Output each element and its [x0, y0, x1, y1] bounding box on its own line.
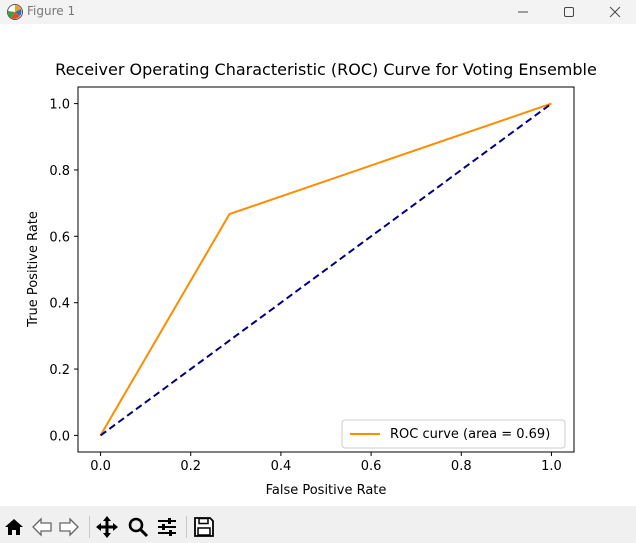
x-tick-label: 0.6 [361, 459, 382, 474]
y-tick-label: 1.0 [49, 98, 70, 113]
save-icon [194, 517, 214, 537]
roc-curve-line [99, 102, 552, 436]
legend-roc-label: ROC curve (area = 0.69) [390, 427, 550, 442]
y-tick-label: 0.0 [49, 429, 70, 444]
back-button[interactable] [30, 515, 54, 539]
forward-button[interactable] [57, 515, 81, 539]
home-button[interactable] [2, 515, 26, 539]
x-tick-label: 0.2 [180, 459, 201, 474]
y-tick-label: 0.6 [49, 230, 70, 245]
zoom-icon [128, 517, 149, 538]
close-button[interactable] [592, 0, 636, 24]
configure-subplots-icon [158, 518, 176, 536]
legend-box [341, 419, 566, 449]
y-tick-label: 0.8 [49, 164, 70, 179]
legend: ROC curve (area = 0.69) [341, 419, 566, 449]
back-arrow-icon [32, 517, 52, 537]
figure-canvas: Receiver Operating Characteristic (ROC) … [0, 24, 636, 506]
pan-button[interactable] [95, 515, 119, 539]
roc-chart: Receiver Operating Characteristic (ROC) … [26, 60, 597, 498]
y-axis-label: True Positive Rate [26, 211, 41, 328]
minimize-icon [518, 11, 528, 13]
save-button[interactable] [192, 515, 216, 539]
chance-diagonal-line [99, 102, 553, 437]
x-axis-label: False Positive Rate [266, 483, 387, 498]
toolbar-separator [89, 516, 90, 538]
chart-title: Receiver Operating Characteristic (ROC) … [55, 60, 597, 79]
x-tick-label: 0.4 [271, 459, 292, 474]
y-tick-label: 0.4 [49, 297, 70, 312]
close-icon [609, 6, 621, 18]
window-title: Figure 1 [27, 4, 76, 18]
configure-subplots-button[interactable] [155, 515, 179, 539]
home-icon [5, 519, 23, 535]
minimize-button[interactable] [500, 0, 546, 24]
navigation-toolbar [0, 506, 636, 543]
zoom-button[interactable] [126, 515, 150, 539]
x-tick-label: 1.0 [541, 459, 562, 474]
title-bar: Figure 1 [0, 0, 636, 24]
x-tick-label: 0.8 [451, 459, 472, 474]
maximize-button[interactable] [546, 0, 592, 24]
y-tick-label: 0.2 [49, 363, 70, 378]
pan-icon [96, 516, 118, 538]
x-tick-label: 0.0 [90, 459, 111, 474]
matplotlib-icon [7, 4, 23, 20]
maximize-icon [564, 7, 574, 17]
toolbar-separator [186, 516, 187, 538]
forward-arrow-icon [59, 517, 79, 537]
